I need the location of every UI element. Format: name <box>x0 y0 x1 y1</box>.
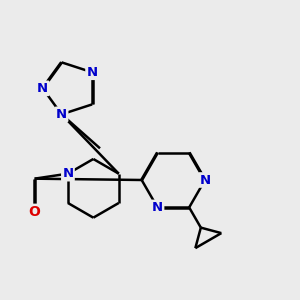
Text: N: N <box>37 82 48 95</box>
Text: N: N <box>200 173 211 187</box>
Text: N: N <box>87 66 98 79</box>
Text: N: N <box>152 201 163 214</box>
Text: N: N <box>62 167 74 180</box>
Text: O: O <box>29 205 40 219</box>
Text: N: N <box>56 108 67 121</box>
